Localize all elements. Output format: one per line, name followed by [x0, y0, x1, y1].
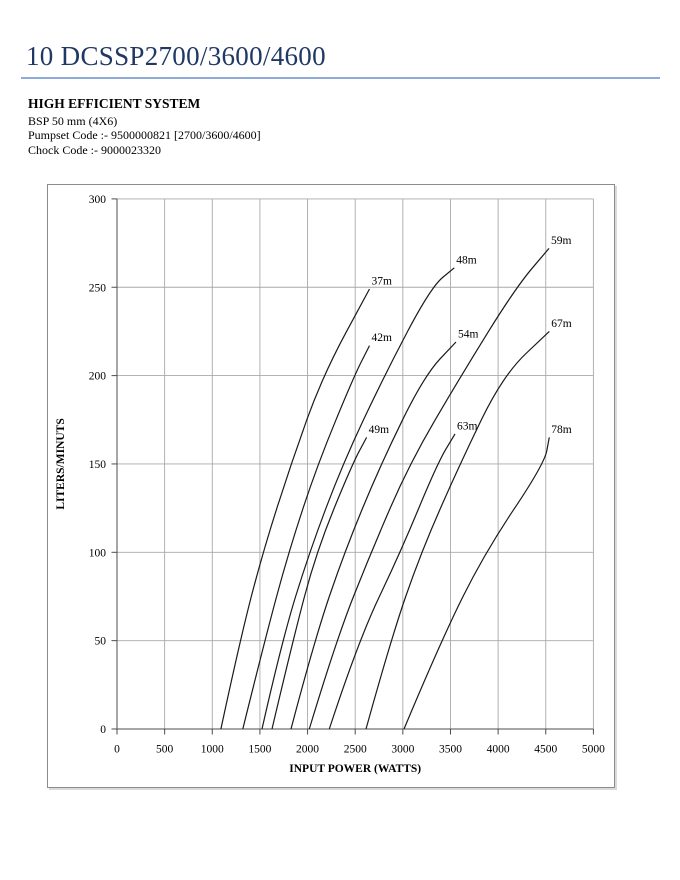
chart-svg: 0 500 1000 1500 2000 2500 3000 3500 4000 4500 5000… [55, 194, 605, 775]
x-tick-label: 1000 [201, 744, 224, 756]
spec-block: HIGH EFFICIENT SYSTEM BSP 50 mm (4X6) Pu… [28, 96, 261, 157]
x-tick-label: 0 [114, 744, 120, 756]
x-axis-title: INPUT POWER (WATTS) [289, 763, 421, 775]
y-tick-label: 100 [89, 547, 107, 559]
curve-label-48m: 48m [456, 254, 477, 266]
y-tick-label: 200 [89, 371, 107, 383]
curve-67m [365, 330, 550, 730]
curve-63m [328, 433, 456, 730]
pump-performance-chart: 0 500 1000 1500 2000 2500 3000 3500 4000 4500 5000… [47, 184, 615, 788]
y-tick-label: 50 [95, 636, 107, 648]
curve-42m [242, 345, 371, 730]
x-tick-label: 1500 [248, 744, 271, 756]
x-tick-label: 2500 [344, 744, 367, 756]
curve-37m [220, 288, 371, 730]
spec-line-chock-code: Chock Code :- 9000023320 [28, 142, 161, 157]
spec-line-bsp: BSP 50 mm (4X6) [28, 114, 118, 128]
curve-label-49m: 49m [369, 424, 390, 436]
curve-label-42m: 42m [372, 332, 393, 344]
curve-78m [403, 437, 550, 730]
y-tick-label: 300 [89, 194, 107, 206]
curve-54m [290, 341, 457, 730]
page-title: 10 DCSSP2700/3600/4600 [26, 41, 326, 71]
section-heading: HIGH EFFICIENT SYSTEM [28, 96, 201, 111]
x-tick-label: 5000 [582, 744, 605, 756]
curve-label-59m: 59m [551, 235, 572, 247]
x-tick-label: 4000 [487, 744, 510, 756]
x-tick-label: 3500 [439, 744, 462, 756]
curve-49m [271, 437, 368, 730]
title-rule [21, 77, 660, 79]
x-tick-label: 2000 [296, 744, 319, 756]
curve-label-67m: 67m [551, 318, 572, 330]
curve-label-78m: 78m [551, 424, 572, 436]
curve-label-54m: 54m [458, 329, 479, 341]
y-tick-label: 250 [89, 282, 107, 294]
curve-48m [261, 267, 455, 730]
y-tick-label: 0 [100, 724, 106, 736]
curve-label-37m: 37m [372, 276, 393, 288]
curve-59m [308, 248, 550, 730]
x-tick-label: 500 [156, 744, 174, 756]
x-tick-label: 4500 [534, 744, 557, 756]
curve-label-63m: 63m [457, 420, 478, 432]
x-tick-label: 3000 [391, 744, 414, 756]
y-tick-label: 150 [89, 459, 107, 471]
spec-line-pumpset-code: Pumpset Code :- 9500000821 [2700/3600/46… [28, 128, 261, 143]
y-axis-title: LITERS/MINUTS [55, 418, 67, 509]
